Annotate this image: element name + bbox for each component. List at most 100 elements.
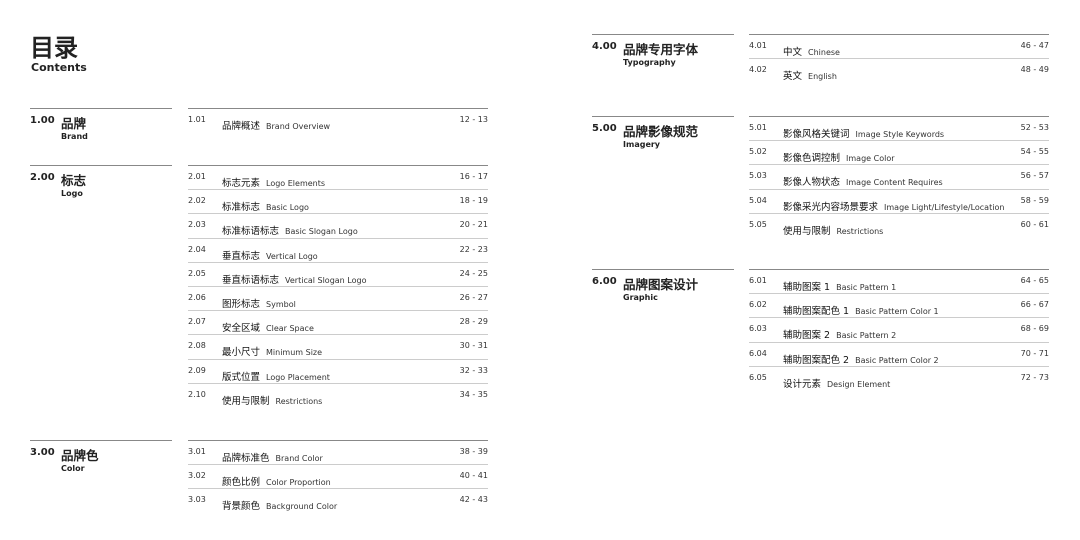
section-name: 品牌专用字体 xyxy=(623,42,699,57)
item-pages: 16 - 17 xyxy=(459,172,488,181)
item-title-en: Clear Space xyxy=(266,324,314,334)
item-title-en: Restrictions xyxy=(275,396,323,406)
section-rule xyxy=(592,34,734,35)
item-pages: 22 - 23 xyxy=(459,244,488,254)
item-title: 辅助图案 2 Basic Pattern 2 xyxy=(783,323,896,342)
item-title: 辅助图案配色 1 Basic Pattern Color 1 xyxy=(783,299,939,318)
item-title-cn: 影像人物状态 xyxy=(783,177,841,189)
item-pages: 54 - 55 xyxy=(1020,147,1049,157)
item-number: 2.06 xyxy=(188,293,206,302)
item-title-en: Image Light/Lifestyle/Location xyxy=(884,202,1005,212)
item-pages: 42 - 43 xyxy=(459,495,488,505)
item-title-cn: 标准标语标志 xyxy=(222,226,280,238)
item-pages: 58 - 59 xyxy=(1020,195,1049,205)
item-pages: 72 - 73 xyxy=(1020,372,1049,382)
item-title-en: Restrictions xyxy=(836,226,884,236)
item-number: 2.08 xyxy=(188,341,206,351)
item-divider xyxy=(188,358,488,360)
section-rule xyxy=(30,440,172,441)
item-number: 2.07 xyxy=(188,317,206,327)
item-title: 颜色比例 Color Proportion xyxy=(222,470,331,489)
item-title-cn: 版式位置 xyxy=(222,371,261,383)
item-title-cn: 标准标志 xyxy=(222,202,261,214)
item-pages: 34 - 35 xyxy=(459,389,488,399)
item-number: 2.03 xyxy=(188,220,206,230)
item-number: 5.03 xyxy=(749,171,767,181)
item-title-cn: 辅助图案 1 xyxy=(783,282,831,293)
item-number: 3.03 xyxy=(188,495,206,505)
item-pages: 30 - 31 xyxy=(459,341,488,351)
item-number: 6.02 xyxy=(749,300,767,310)
item-title-en: English xyxy=(808,72,837,82)
item-title-en: Basic Pattern Color 1 xyxy=(855,307,939,317)
item-title: 图形标志 Symbol xyxy=(222,292,296,311)
section-rule xyxy=(30,165,172,166)
item-title-cn: 影像采光内容场景要求 xyxy=(783,201,879,213)
item-title-cn: 辅助图案配色 1 xyxy=(783,306,850,318)
item-title: 品牌标准色 Brand Color xyxy=(222,446,323,465)
item-title-en: Brand Color xyxy=(275,454,323,463)
item-pages: 28 - 29 xyxy=(459,317,488,327)
section-name-en: Graphic xyxy=(623,293,658,302)
item-title-cn: 辅助图案 2 xyxy=(783,330,831,342)
item-divider xyxy=(749,212,1049,214)
item-divider xyxy=(188,261,488,263)
item-title: 品牌概述 Brand Overview xyxy=(222,114,330,133)
item-number: 4.02 xyxy=(749,65,767,75)
section-name-en: Color xyxy=(61,464,85,473)
item-title-en: Image Color xyxy=(846,154,895,164)
item-divider xyxy=(188,213,488,215)
section-name-en: Typography xyxy=(623,58,676,67)
item-title: 影像采光内容场景要求 Image Light/Lifestyle/Location xyxy=(783,195,1004,214)
item-number: 1.01 xyxy=(188,115,206,124)
item-pages: 18 - 19 xyxy=(459,196,488,206)
item-title-en: Brand Overview xyxy=(266,122,331,131)
section-number: 1.00 xyxy=(30,115,55,126)
item-number: 2.01 xyxy=(188,172,206,181)
item-rule xyxy=(749,269,1049,270)
item-divider xyxy=(188,464,488,466)
item-title-cn: 最小尺寸 xyxy=(222,347,261,359)
section-rule xyxy=(30,108,172,109)
item-title: 设计元素 Design Element xyxy=(783,372,890,391)
item-number: 2.04 xyxy=(188,244,206,254)
item-title-en: Basic Pattern 1 xyxy=(836,283,897,292)
item-number: 2.05 xyxy=(188,268,206,278)
item-title: 辅助图案配色 2 Basic Pattern Color 2 xyxy=(783,348,939,367)
section-name: 品牌图案设计 xyxy=(623,277,699,292)
section-name-en: Brand xyxy=(61,132,88,141)
section-name: 品牌 xyxy=(61,116,87,131)
item-title-cn: 设计元素 xyxy=(783,378,822,390)
item-title: 垂直标志 Vertical Logo xyxy=(222,244,318,263)
section-number: 5.00 xyxy=(592,123,617,134)
item-divider xyxy=(749,58,1049,60)
item-number: 3.02 xyxy=(188,471,206,481)
item-pages: 12 - 13 xyxy=(459,115,488,124)
item-number: 5.01 xyxy=(749,123,767,132)
item-divider xyxy=(188,189,488,191)
item-title: 垂直标语标志 Vertical Slogan Logo xyxy=(222,268,366,287)
item-number: 2.10 xyxy=(188,389,206,399)
section-number: 2.00 xyxy=(30,172,55,183)
item-title-cn: 英文 xyxy=(783,71,803,83)
item-number: 5.02 xyxy=(749,147,767,157)
item-title-en: Image Style Keywords xyxy=(855,130,945,139)
item-title: 最小尺寸 Minimum Size xyxy=(222,340,322,359)
item-number: 3.01 xyxy=(188,447,206,456)
item-title-cn: 辅助图案配色 2 xyxy=(783,354,850,366)
item-title-en: Vertical Logo xyxy=(266,251,318,261)
item-title-cn: 安全区域 xyxy=(222,323,261,335)
item-rule xyxy=(749,34,1049,35)
item-title-en: Color Proportion xyxy=(266,478,331,488)
item-title: 标准标志 Basic Logo xyxy=(222,195,309,214)
item-divider xyxy=(188,382,488,384)
item-number: 2.09 xyxy=(188,365,206,375)
item-title-en: Vertical Slogan Logo xyxy=(285,275,367,285)
item-number: 5.05 xyxy=(749,219,767,229)
item-title-en: Basic Logo xyxy=(266,203,309,213)
item-title-cn: 图形标志 xyxy=(222,299,261,310)
item-title: 影像风格关键词 Image Style Keywords xyxy=(783,122,944,141)
item-title-cn: 垂直标语标志 xyxy=(222,274,280,286)
item-divider xyxy=(749,293,1049,295)
item-pages: 70 - 71 xyxy=(1020,348,1049,358)
